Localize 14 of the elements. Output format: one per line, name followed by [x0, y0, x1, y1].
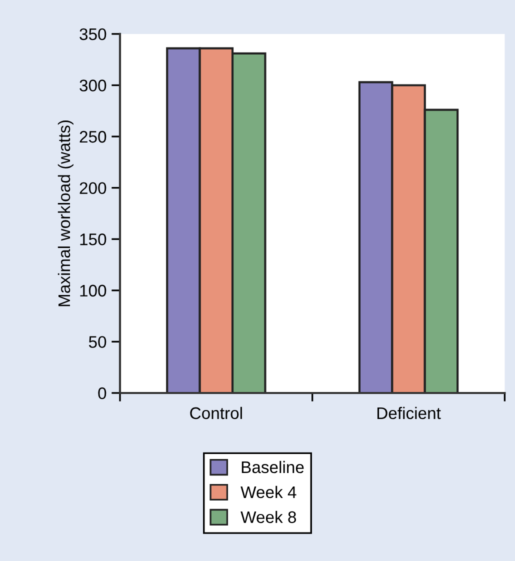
legend-label: Week 8 — [240, 510, 296, 524]
legend-label: Week 4 — [240, 486, 296, 498]
y-tick-label: 100 — [80, 284, 106, 297]
y-tick-label: 50 — [88, 336, 106, 348]
y-tick-label: 0 — [98, 387, 106, 400]
y-tick-label: 250 — [80, 130, 106, 143]
y-tick-label: 150 — [80, 234, 106, 246]
y-tick-label: 300 — [80, 80, 106, 92]
y-tick-label: 200 — [80, 182, 106, 194]
y-axis-title: Maximal workload (watts) — [58, 120, 74, 306]
x-tick-label: Deficient — [377, 406, 441, 420]
legend-label: Baseline — [242, 460, 304, 474]
x-tick-label: Control — [190, 406, 242, 420]
y-tick-label: 350 — [80, 28, 106, 40]
